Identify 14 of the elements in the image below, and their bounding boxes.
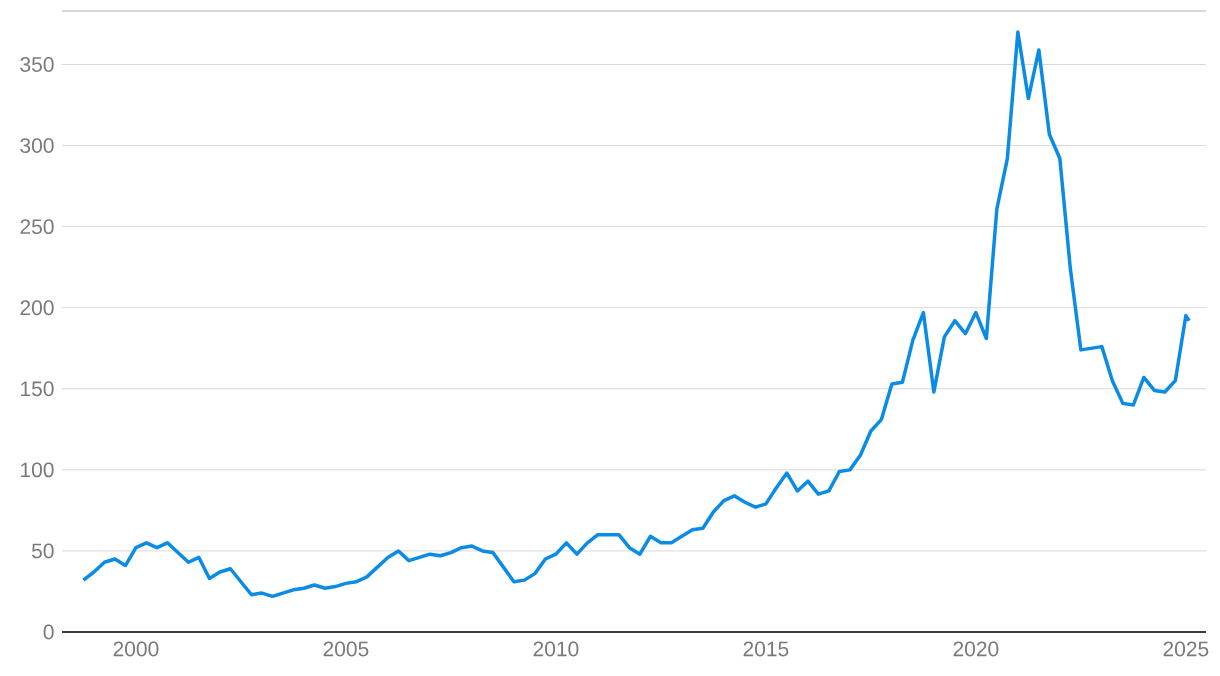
x-tick-label: 2010 — [533, 641, 579, 657]
y-tick-label: 100 — [21, 462, 54, 478]
y-tick-label: 250 — [20, 219, 54, 235]
x-tick-label: 2025 — [1163, 641, 1209, 657]
y-tick-label: 200 — [20, 300, 54, 316]
x-tick-label: 2020 — [953, 641, 999, 657]
y-tick-label: 300 — [20, 138, 54, 154]
x-tick-label: 2015 — [743, 641, 789, 657]
y-tick-label: 350 — [20, 57, 54, 72]
y-tick-label: 150 — [21, 381, 54, 397]
x-tick-label: 2000 — [113, 641, 159, 657]
y-tick-label: 50 — [31, 543, 54, 559]
y-tick-label: 0 — [43, 624, 54, 640]
x-tick-label: 2005 — [323, 641, 369, 657]
